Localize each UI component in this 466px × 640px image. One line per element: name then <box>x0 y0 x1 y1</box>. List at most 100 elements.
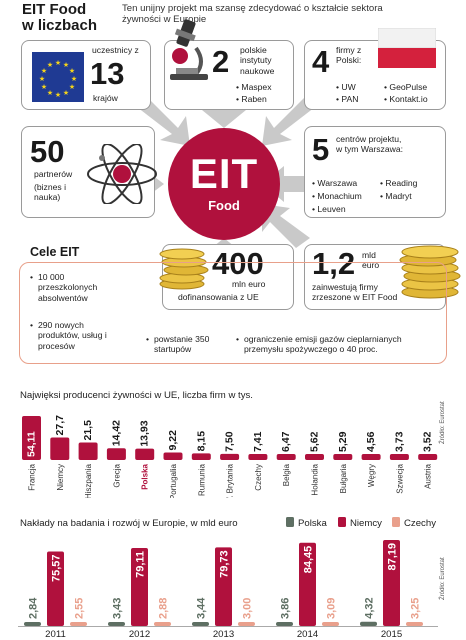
chart2-bar <box>131 547 148 626</box>
goals-title: Cele EIT <box>30 245 80 259</box>
chart1-value-label: 14,42 <box>110 420 122 446</box>
chart2-value-label: 3,25 <box>410 598 422 619</box>
poland-flag-icon <box>378 28 436 68</box>
institutes-item-2: • Raben <box>236 94 267 104</box>
chart2-bar <box>276 622 293 626</box>
food-label: Food <box>208 198 240 213</box>
polish-firms-number: 4 <box>312 44 330 79</box>
goal-4: ograniczenie emisji gazów cieplarnianych… <box>236 334 438 355</box>
goal-2: 290 nowych produktów, usług i procesów <box>30 320 120 351</box>
chart1-value-label: 54,11 <box>26 431 38 457</box>
chart1-value-label: 3,52 <box>422 431 434 452</box>
chart1-bar <box>418 454 438 460</box>
chart1-bar <box>248 453 268 460</box>
legend-niemcy-swatch <box>338 517 346 527</box>
institutes-number: 2 <box>212 44 230 79</box>
participants-label-top: uczestnicy z <box>92 45 139 55</box>
legend-czechy-swatch <box>392 517 400 527</box>
svg-text:★: ★ <box>71 75 77 83</box>
chart2-category-label: 2011 <box>45 629 66 638</box>
chart1-bar <box>163 452 183 460</box>
chart1-bar <box>333 454 353 460</box>
chart2-category-label: 2015 <box>381 629 402 638</box>
chart1-bar <box>78 442 98 460</box>
chart1-category-label: Grecja <box>112 463 121 487</box>
arrow-bottom-right <box>262 204 310 248</box>
chart1-bar <box>50 437 70 460</box>
polish-firm-1: • UW <box>336 82 356 92</box>
arrow-right <box>262 166 304 202</box>
chart2-bar <box>383 540 400 626</box>
chart1-category-label: Bułgaria <box>339 463 348 493</box>
chart1-category-label: Francja <box>28 463 37 490</box>
chart2-bar <box>360 621 377 626</box>
chart2-value-label: 84,45 <box>303 546 315 574</box>
legend-niemcy: Niemcy <box>338 517 382 529</box>
chart2-bar <box>215 547 232 626</box>
chart1-value-label: 6,47 <box>280 431 292 452</box>
chart2-bar <box>24 622 41 626</box>
partners-number: 50 <box>30 134 65 169</box>
legend-polska-swatch <box>286 517 294 527</box>
svg-text:★: ★ <box>41 67 47 75</box>
page-title-line2: w liczbach <box>22 17 98 34</box>
coins-icon <box>159 248 209 290</box>
chart2-bar <box>70 622 87 626</box>
centers-box <box>304 126 446 218</box>
svg-text:★: ★ <box>63 89 69 97</box>
chart2-category-label: 2014 <box>297 629 319 638</box>
chart2-value-label: 2,88 <box>158 598 170 619</box>
chart1-bar <box>361 454 381 460</box>
atom-icon <box>87 144 157 204</box>
partners-note: (biznes i nauka) <box>34 182 66 203</box>
chart1-category-label: Polska <box>141 463 150 489</box>
svg-text:★: ★ <box>41 83 47 91</box>
chart2-category-label: 2013 <box>213 629 234 638</box>
chart2-value-label: 3,86 <box>280 598 292 619</box>
svg-text:★: ★ <box>55 59 61 67</box>
svg-text:★: ★ <box>55 91 61 99</box>
chart2-value-label: 2,84 <box>28 597 40 619</box>
chart2-value-label: 87,19 <box>387 543 399 571</box>
legend-czechy: Czechy <box>392 517 436 529</box>
eit-food-badge: EIT Food <box>168 128 280 240</box>
svg-text:★: ★ <box>69 67 75 75</box>
chart1-category-label: W. Brytania <box>226 463 235 498</box>
chart2-value-label: 79,73 <box>219 550 231 578</box>
chart2-bar <box>108 622 125 626</box>
chart2-bar <box>47 551 64 626</box>
svg-text:★: ★ <box>63 61 69 69</box>
chart1-category-label: Hiszpania <box>84 463 93 498</box>
chart1-value-label: 13,93 <box>139 420 151 446</box>
eu-flag-icon: ★ ★★★ ★★★★ ★★★★ <box>32 52 84 102</box>
chart2-bar <box>154 622 171 626</box>
chart2-bar <box>238 622 255 626</box>
chart1-category-label: Czechy <box>254 464 263 491</box>
chart1-value-label: 8,15 <box>195 431 207 452</box>
chart1-bar <box>389 454 409 460</box>
chart1-bar <box>220 453 240 460</box>
participants-label-bottom: krajów <box>93 93 118 103</box>
polish-firm-3: • GeoPulse <box>384 82 428 92</box>
chart1-bar <box>305 454 324 460</box>
goals-box <box>19 262 447 364</box>
chart1-value-label: 5,29 <box>337 431 349 452</box>
centers-number: 5 <box>312 132 330 167</box>
chart1-value-label: 9,22 <box>167 430 179 451</box>
partners-label: partnerów <box>34 169 73 179</box>
arrow-top <box>202 92 246 128</box>
chart1-bar <box>22 416 41 460</box>
chart2-value-label: 75,57 <box>51 554 63 582</box>
chart1-title: Najwięksi producenci żywności w UE, licz… <box>20 390 253 401</box>
chart2-value-label: 3,44 <box>196 597 208 619</box>
chart1-bar <box>276 454 296 460</box>
polish-firm-2: • PAN <box>336 94 359 104</box>
goal-1: 10 000 przeszkolonych absolwentów <box>30 272 110 303</box>
chart1-category-label: Belgia <box>282 463 291 486</box>
funding-unit: mln euro <box>232 279 266 289</box>
chart1-category-label: Portugalia <box>169 463 178 498</box>
chart2-title: Nakłady na badania i rozwój w Europie, w… <box>20 518 238 529</box>
chart2-value-label: 79,11 <box>135 551 147 578</box>
polish-firms-label: firmy z Polski: <box>336 45 362 66</box>
center-2: • Reading <box>380 178 418 188</box>
